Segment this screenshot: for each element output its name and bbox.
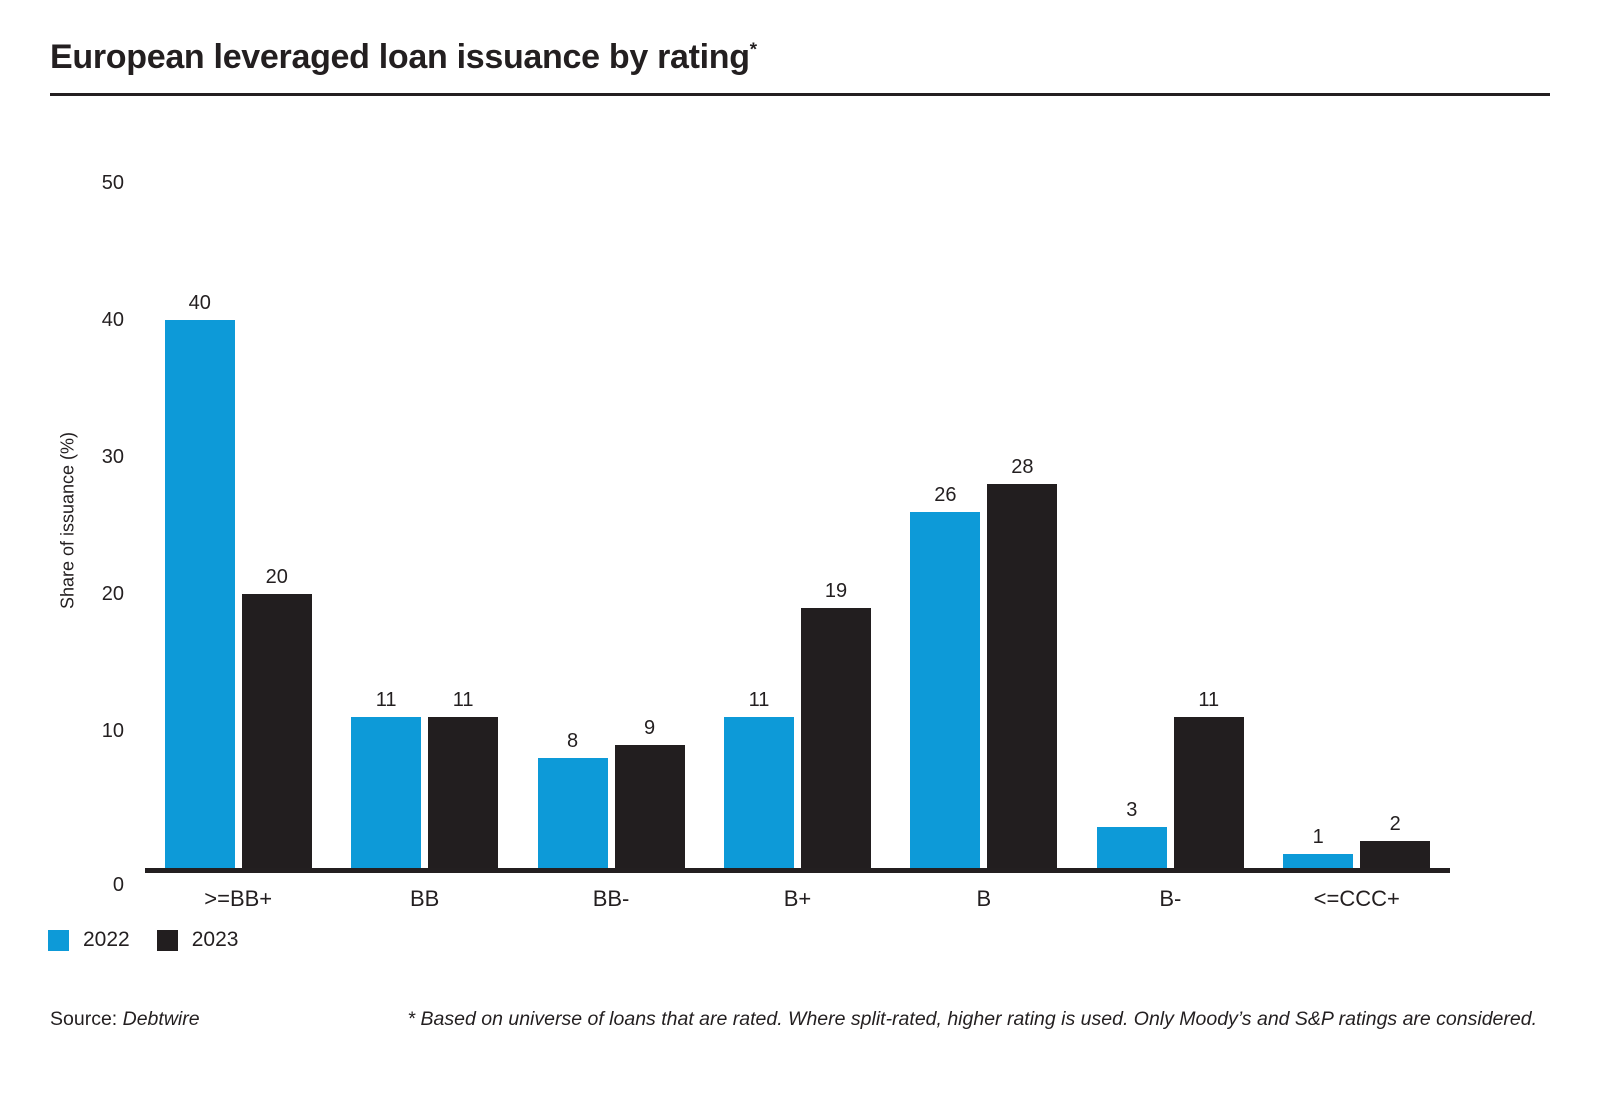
bar-2023 (1173, 717, 1244, 868)
bar-value-label: 28 (1011, 456, 1034, 479)
bar-2022 (910, 511, 981, 868)
bar-value-label: 11 (1198, 689, 1220, 712)
bar-2023 (614, 744, 685, 868)
bar-2022 (1283, 854, 1354, 868)
bar-wrap: 2 (1360, 812, 1431, 868)
x-axis-category-label: >=BB+ (204, 886, 273, 911)
bar-2023 (1360, 840, 1431, 868)
plot-area: 40 20 11 11 8 9 11 19 26 28 3 11 1 2 (145, 183, 1450, 868)
legend-swatch-icon (156, 929, 178, 951)
bar-wrap: 3 (1096, 798, 1167, 868)
source-note: Source: Debtwire (50, 1008, 200, 1031)
bar-group: 11 19 (704, 183, 890, 868)
bar-group: 26 28 (891, 183, 1077, 868)
bar-wrap: 20 (241, 565, 312, 868)
bar-value-label: 26 (934, 483, 957, 506)
y-axis-tick-label: 20 (101, 583, 124, 605)
bar-2023 (428, 717, 499, 868)
bar-group: 40 20 (145, 183, 331, 868)
footnote: * Based on universe of loans that are ra… (407, 1008, 1537, 1030)
legend: 2022 2023 (48, 928, 238, 952)
bar-group: 11 11 (331, 183, 517, 868)
x-axis-category-label: BB (409, 886, 440, 911)
x-axis-category-label: BB- (592, 886, 630, 911)
title-asterisk: * (749, 38, 757, 60)
bar-wrap: 11 (723, 688, 794, 868)
source-value: Debtwire (122, 1008, 200, 1030)
bar-2022 (1096, 826, 1167, 868)
bar-wrap: 8 (537, 729, 608, 868)
bar-wrap: 11 (428, 688, 499, 868)
bar-value-label: 20 (265, 566, 288, 588)
y-axis-tick-label: 0 (112, 874, 124, 896)
y-axis-tick-label: 10 (101, 720, 124, 742)
bar-wrap: 11 (351, 688, 422, 868)
bar-group: 3 11 (1077, 183, 1263, 868)
bar-2022 (723, 717, 794, 868)
bar-wrap: 26 (910, 483, 981, 868)
bar-value-label: 2 (1389, 812, 1401, 835)
bar-wrap: 28 (987, 455, 1058, 868)
y-axis-tick-label: 50 (101, 172, 124, 194)
bar-wrap: 19 (800, 579, 871, 868)
legend-label: 2023 (191, 928, 239, 951)
legend-swatch-icon (48, 929, 69, 951)
x-axis-category-label: B- (1159, 886, 1182, 911)
bar-2022 (351, 717, 422, 868)
bar-wrap: 11 (1173, 688, 1244, 868)
bar-wrap: 9 (614, 716, 685, 868)
bar-value-label: 40 (188, 292, 211, 314)
bar-value-label: 9 (643, 716, 656, 739)
title-divider (50, 93, 1550, 96)
x-axis-category-label: B (976, 886, 992, 911)
bar-value-label: 3 (1126, 798, 1138, 821)
bar-2022 (537, 758, 608, 868)
bar-value-label: 11 (452, 689, 474, 712)
bar-wrap: 40 (164, 291, 235, 868)
y-axis-tick-label: 30 (101, 446, 124, 468)
legend-label: 2022 (83, 928, 130, 951)
bar-2022 (164, 320, 235, 868)
bar-value-label: 8 (566, 730, 579, 753)
x-axis-labels: >=BB+ BB BB- B+ B B- <=CCC+ (145, 886, 1450, 912)
x-axis-category-label: <=CCC+ (1313, 886, 1400, 911)
y-axis-tick-label: 40 (101, 309, 124, 331)
bar-2023 (800, 607, 871, 868)
page-title: European leveraged loan issuance by rati… (50, 38, 757, 77)
bar-2023 (987, 484, 1058, 868)
page-title-text: European leveraged loan issuance by rati… (50, 38, 750, 76)
bar-value-label: 1 (1312, 826, 1324, 849)
legend-item: 2022 (48, 928, 130, 952)
bar-value-label: 11 (375, 689, 397, 712)
source-label: Source: (50, 1008, 118, 1030)
bar-value-label: 19 (824, 579, 848, 602)
bar-2023 (241, 594, 312, 868)
bar-value-label: 11 (748, 689, 770, 712)
x-axis-line (145, 868, 1450, 873)
legend-item: 2023 (156, 928, 239, 952)
x-axis-category-label: B+ (783, 886, 812, 911)
bar-wrap: 1 (1283, 825, 1354, 868)
